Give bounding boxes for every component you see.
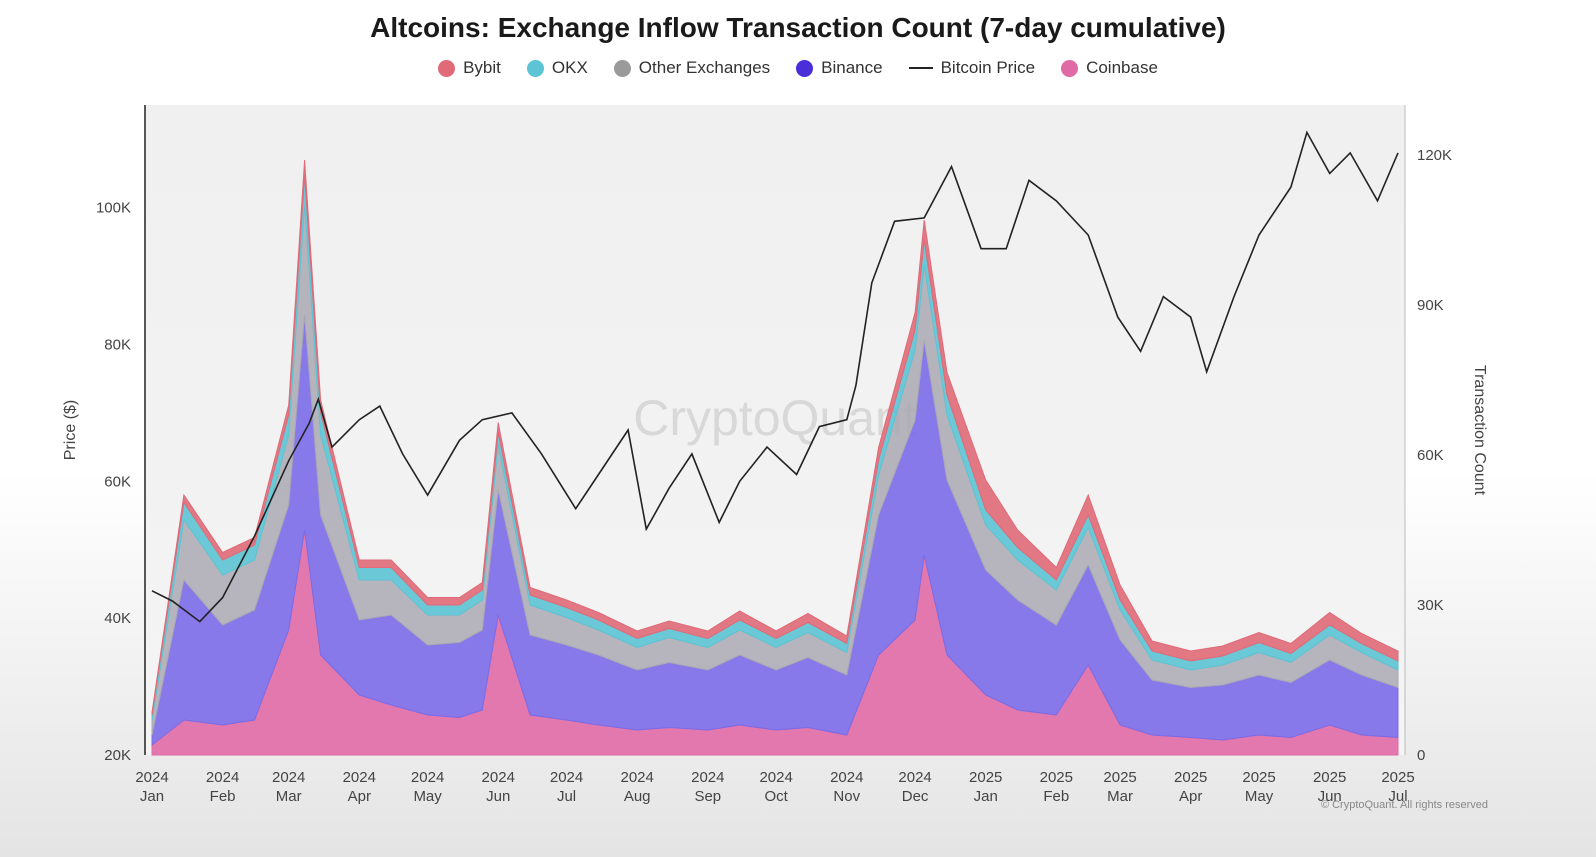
x-tick-year: 2024 bbox=[135, 769, 168, 786]
legend-swatch bbox=[438, 59, 456, 77]
y-right-tick-label: 120K bbox=[1417, 147, 1452, 164]
x-tick-month: Jan bbox=[140, 788, 164, 805]
watermark: CryptoQuant bbox=[633, 390, 917, 446]
legend-item-coinbase[interactable]: Coinbase bbox=[1061, 58, 1158, 78]
x-tick-year: 2024 bbox=[343, 769, 376, 786]
x-tick-month: Oct bbox=[764, 788, 788, 805]
legend-item-okx[interactable]: OKX bbox=[526, 58, 588, 78]
x-tick-year: 2025 bbox=[969, 769, 1002, 786]
legend-item-binance[interactable]: Binance bbox=[796, 58, 883, 78]
x-tick-year: 2025 bbox=[1313, 769, 1346, 786]
x-tick-year: 2024 bbox=[830, 769, 863, 786]
x-tick-year: 2025 bbox=[1103, 769, 1136, 786]
legend-item-bitcoin-price[interactable]: Bitcoin Price bbox=[908, 58, 1036, 78]
legend-item-other-exchanges[interactable]: Other Exchanges bbox=[613, 58, 771, 78]
x-tick-year: 2025 bbox=[1174, 769, 1207, 786]
x-tick-month: Jul bbox=[1388, 788, 1407, 805]
legend-swatch bbox=[526, 59, 544, 77]
x-tick-month: Sep bbox=[694, 788, 721, 805]
legend-swatch bbox=[1061, 59, 1079, 77]
x-tick-year: 2024 bbox=[411, 769, 444, 786]
x-tick-month: May bbox=[1245, 788, 1274, 805]
y-right-tick-label: 0 bbox=[1417, 747, 1425, 764]
y-left-tick-label: 40K bbox=[104, 610, 131, 627]
x-tick-month: Aug bbox=[624, 788, 651, 805]
x-tick-year: 2024 bbox=[621, 769, 654, 786]
x-tick-month: Jul bbox=[557, 788, 576, 805]
x-tick-month: Feb bbox=[1043, 788, 1069, 805]
area-series-bybit bbox=[151, 159, 1399, 716]
x-tick-year: 2024 bbox=[691, 769, 724, 786]
y-left-tick-label: 60K bbox=[104, 473, 131, 490]
x-tick-year: 2025 bbox=[1040, 769, 1073, 786]
x-tick-month: Mar bbox=[1107, 788, 1133, 805]
x-tick-month: Jan bbox=[974, 788, 998, 805]
legend-swatch bbox=[908, 67, 933, 69]
y-left-tick-label: 80K bbox=[104, 336, 131, 353]
y-right-tick-label: 90K bbox=[1417, 297, 1444, 314]
chart-title: Altcoins: Exchange Inflow Transaction Co… bbox=[370, 12, 1226, 43]
y-right-tick-label: 60K bbox=[1417, 447, 1444, 464]
x-tick-year: 2024 bbox=[206, 769, 239, 786]
legend-label: Binance bbox=[821, 58, 883, 77]
x-tick-year: 2024 bbox=[759, 769, 792, 786]
legend-label: OKX bbox=[551, 58, 588, 77]
x-tick-year: 2024 bbox=[550, 769, 583, 786]
y-left-tick-label: 100K bbox=[96, 200, 131, 217]
legend: Bybit OKX Other Exchanges Binance Bitcoin Pr… bbox=[0, 58, 1596, 78]
x-tick-year: 2024 bbox=[898, 769, 931, 786]
y-left-axis-title: Price ($) bbox=[62, 400, 79, 460]
legend-label: Coinbase bbox=[1086, 58, 1158, 77]
legend-item-bybit[interactable]: Bybit bbox=[438, 58, 501, 78]
copyright-footer: © CryptoQuant. All rights reserved bbox=[1321, 799, 1488, 811]
x-tick-year: 2024 bbox=[482, 769, 515, 786]
x-tick-month: Nov bbox=[833, 788, 860, 805]
legend-label: Other Exchanges bbox=[638, 58, 771, 77]
x-tick-month: Jun bbox=[1318, 788, 1342, 805]
legend-swatch bbox=[796, 59, 814, 77]
x-tick-month: Mar bbox=[276, 788, 302, 805]
x-tick-month: May bbox=[413, 788, 442, 805]
legend-swatch bbox=[613, 59, 631, 77]
y-right-axis-title: Transaction Count bbox=[1471, 365, 1488, 496]
x-tick-month: Feb bbox=[210, 788, 236, 805]
x-tick-month: Apr bbox=[1179, 788, 1202, 805]
x-tick-year: 2025 bbox=[1242, 769, 1275, 786]
x-tick-year: 2024 bbox=[272, 769, 305, 786]
x-tick-month: Jun bbox=[486, 788, 510, 805]
bitcoin-price-line bbox=[151, 130, 1399, 623]
y-left-tick-label: 20K bbox=[104, 747, 131, 764]
legend-label: Bybit bbox=[463, 58, 501, 77]
x-tick-month: Apr bbox=[348, 788, 371, 805]
x-tick-year: 2025 bbox=[1381, 769, 1414, 786]
x-tick-month: Dec bbox=[902, 788, 929, 805]
legend-label: Bitcoin Price bbox=[940, 58, 1036, 77]
y-right-tick-label: 30K bbox=[1417, 597, 1444, 614]
